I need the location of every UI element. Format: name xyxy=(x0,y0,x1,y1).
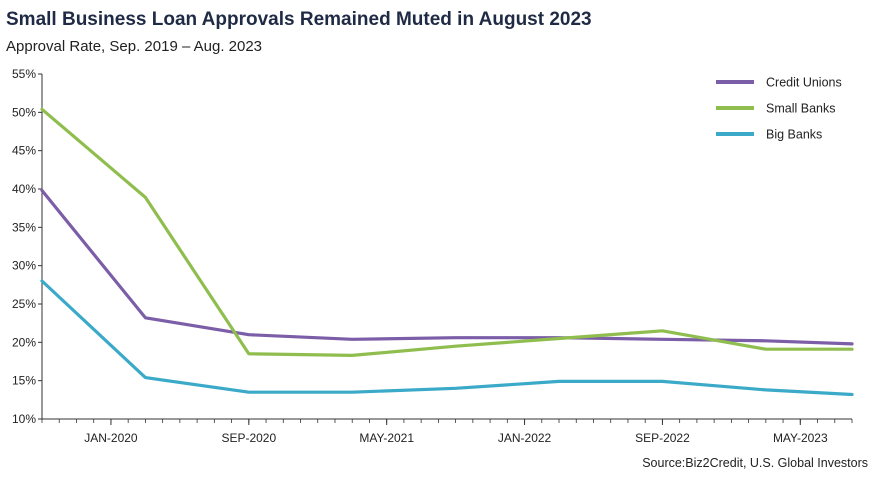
x-tick-label: SEP-2020 xyxy=(221,431,276,445)
x-tick-label: MAY-2021 xyxy=(359,431,414,445)
legend: Credit Unions Small Banks Big Banks xyxy=(716,76,842,142)
y-tick-label: 55% xyxy=(12,67,36,81)
y-tick-label: 35% xyxy=(12,220,36,234)
legend-label: Credit Unions xyxy=(766,76,842,90)
y-tick-label: 20% xyxy=(12,335,36,349)
y-tick-label: 30% xyxy=(12,259,36,273)
series-lines xyxy=(40,107,854,397)
series-line-credit-unions xyxy=(40,188,854,346)
legend-label: Small Banks xyxy=(766,102,835,116)
x-tick-label: JAN-2022 xyxy=(498,431,552,445)
source-note: Source:Biz2Credit, U.S. Global Investors xyxy=(642,456,868,470)
y-tick-label: 40% xyxy=(12,182,36,196)
x-tick-label: SEP-2022 xyxy=(635,431,690,445)
x-tick-label: MAY-2023 xyxy=(773,431,828,445)
axes: 10% 15% 20% 25% 30% 35% 40% 45% 50% 55% JAN-2020 SE… xyxy=(12,67,853,445)
y-tick-label: 50% xyxy=(12,105,36,119)
y-tick-label: 10% xyxy=(12,412,36,426)
chart-title: Small Business Loan Approvals Remained M… xyxy=(6,9,592,30)
series-line-big-banks xyxy=(40,279,854,397)
legend-label: Big Banks xyxy=(766,128,822,142)
x-tick-label: JAN-2020 xyxy=(84,431,138,445)
y-tick-label: 25% xyxy=(12,297,36,311)
y-tick-label: 45% xyxy=(12,144,36,158)
y-tick-label: 15% xyxy=(12,374,36,388)
chart-subtitle: Approval Rate, Sep. 2019 – Aug. 2023 xyxy=(6,38,263,55)
series-line-small-banks xyxy=(40,107,854,357)
